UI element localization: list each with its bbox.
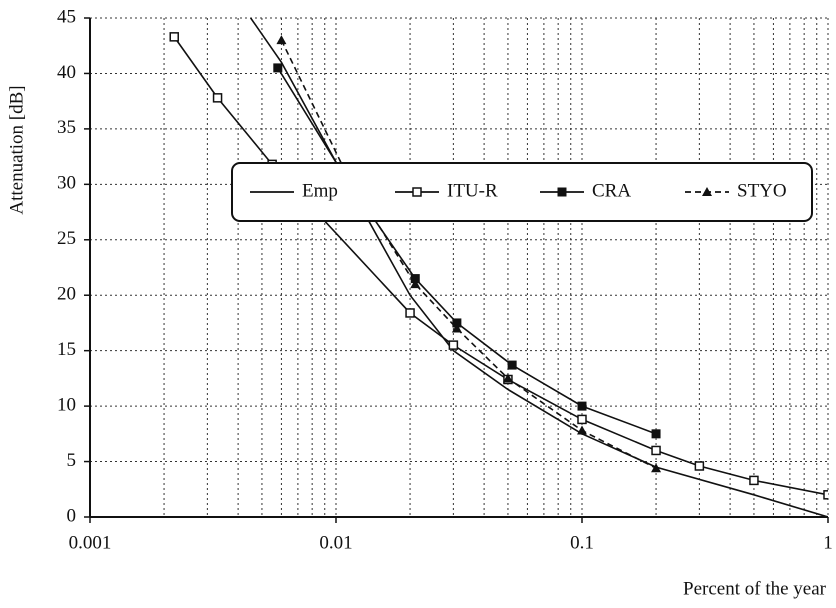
legend-label: Emp — [302, 180, 338, 201]
x-tick-label: 1 — [823, 532, 833, 553]
series-line — [250, 18, 828, 517]
marker — [694, 461, 705, 471]
marker — [276, 35, 287, 45]
series — [276, 35, 662, 473]
y-tick-label: 40 — [57, 62, 76, 83]
marker — [169, 32, 179, 42]
legend-label: CRA — [592, 180, 631, 201]
marker — [273, 63, 283, 73]
y-tick-label: 20 — [57, 284, 76, 305]
marker — [410, 279, 421, 289]
x-tick-label: 0.1 — [570, 532, 594, 553]
marker — [651, 429, 661, 439]
marker — [577, 414, 587, 425]
marker — [410, 274, 420, 284]
marker — [212, 93, 223, 103]
y-tick-label: 5 — [67, 450, 77, 471]
series-line — [277, 67, 657, 435]
y-tick-label: 0 — [67, 505, 77, 526]
marker — [502, 373, 513, 383]
y-tick-label: 30 — [57, 173, 76, 194]
series — [169, 32, 828, 500]
series-line — [173, 36, 828, 496]
y-tick-label: 45 — [57, 6, 76, 27]
marker — [452, 318, 462, 328]
marker — [448, 340, 459, 350]
series — [250, 18, 828, 517]
marker — [577, 425, 587, 435]
y-tick-label: 25 — [57, 228, 76, 249]
legend-label: ITU-R — [447, 180, 498, 201]
marker — [507, 360, 517, 370]
marker — [651, 445, 661, 456]
x-tick-label: 0.001 — [69, 532, 112, 553]
y-tick-label: 10 — [57, 394, 76, 415]
marker — [749, 475, 759, 486]
series — [273, 63, 661, 439]
marker — [577, 401, 587, 411]
x-tick-label: 0.01 — [319, 532, 352, 553]
y-axis-label: Attenuation [dB] — [6, 85, 27, 214]
y-tick-label: 35 — [57, 117, 76, 138]
marker — [702, 187, 712, 196]
marker — [405, 308, 415, 318]
marker — [823, 490, 828, 500]
x-axis-label: Percent of the year — [683, 578, 827, 599]
legend-label: STYO — [737, 180, 787, 201]
y-tick-label: 15 — [57, 339, 76, 360]
marker — [651, 463, 662, 473]
marker — [451, 323, 462, 333]
series-line — [280, 39, 657, 469]
legend-box — [231, 162, 813, 222]
marker — [412, 187, 422, 197]
marker — [557, 187, 567, 197]
